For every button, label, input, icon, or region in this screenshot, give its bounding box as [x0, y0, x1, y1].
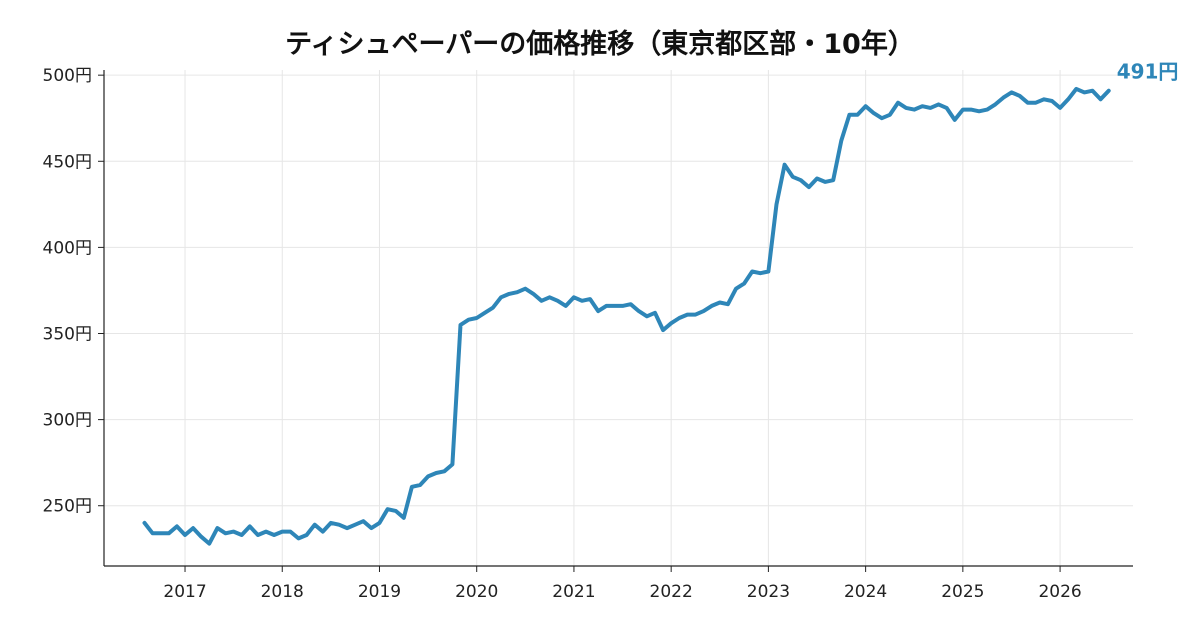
axes	[98, 70, 1133, 572]
series-line	[142, 86, 1111, 546]
y-tick-label: 250円	[43, 497, 92, 517]
grid-lines	[104, 70, 1133, 566]
y-tick-label: 450円	[43, 152, 92, 172]
y-tick-label: 300円	[43, 411, 92, 431]
y-tick-label: 500円	[43, 66, 92, 86]
chart-title: ティシュペーパーの価格推移（東京都区部・10年）	[285, 29, 915, 60]
x-tick-label: 2026	[1038, 582, 1081, 602]
x-tick-label: 2024	[844, 582, 887, 602]
x-tick-label: 2022	[650, 582, 693, 602]
series-layer: 491円	[142, 60, 1179, 546]
end-value-label: 491円	[1117, 60, 1179, 84]
x-tick-label: 2023	[747, 582, 790, 602]
x-tick-label: 2018	[261, 582, 304, 602]
x-tick-label: 2025	[941, 582, 984, 602]
x-tick-label: 2017	[163, 582, 206, 602]
y-tick-label: 400円	[43, 238, 92, 258]
x-tick-label: 2021	[552, 582, 595, 602]
tick-labels: 250円 300円 350円 400円 450円 500円 2017 2018 2019 2020…	[43, 66, 1082, 602]
y-tick-label: 350円	[43, 325, 92, 345]
x-tick-label: 2019	[358, 582, 401, 602]
x-tick-label: 2020	[455, 582, 498, 602]
